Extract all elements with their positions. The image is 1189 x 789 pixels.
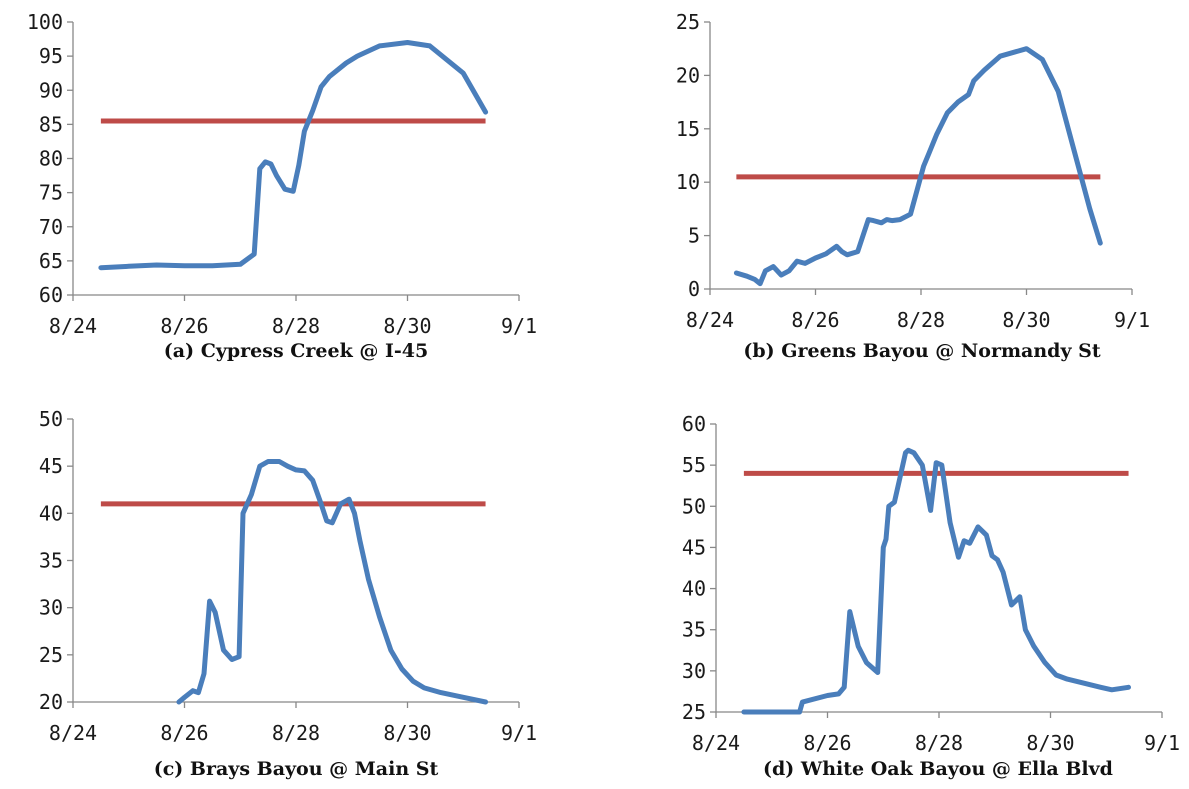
y-tick-label: 55: [682, 453, 706, 477]
y-tick-label: 10: [676, 170, 700, 194]
panel-cypress-creek: 60 65 70 75 80 85 90 95 100 8/24 8/26 8/28 8/30 9/1 (a…: [27, 10, 537, 362]
series-line: [733, 46, 1103, 287]
x-tick-label: 8/30: [383, 314, 431, 338]
x-tick-label: 8/30: [383, 721, 431, 745]
y-tick-label: 45: [39, 454, 63, 478]
panel-greens-bayou: 0 5 10 15 20 25 8/24 8/26 8/28 8/30 9/1 (b) Greens …: [676, 10, 1150, 362]
y-tick-label: 15: [676, 117, 700, 141]
x-tick-label: 8/26: [160, 721, 208, 745]
x-tick-label: 8/28: [897, 308, 945, 332]
y-tick-label: 90: [39, 78, 63, 102]
y-tick-label: 30: [682, 659, 706, 683]
x-tick-label: 9/1: [1144, 731, 1180, 755]
panel-caption: (d) White Oak Bayou @ Ella Blvd: [763, 758, 1113, 780]
x-tick-label: 8/28: [915, 731, 963, 755]
x-tick-label: 8/24: [686, 308, 734, 332]
x-tick-label: 8/30: [1002, 308, 1050, 332]
panel-caption: (a) Cypress Creek @ I-45: [164, 340, 428, 362]
y-tick-label: 50: [682, 494, 706, 518]
y-tick-label: 20: [676, 63, 700, 87]
x-tick-label: 8/24: [49, 721, 97, 745]
y-tick-label: 40: [682, 577, 706, 601]
y-tick-label: 50: [39, 407, 63, 431]
x-tick-label: 8/28: [272, 314, 320, 338]
y-tick-label: 5: [688, 224, 700, 248]
y-tick-label: 30: [39, 596, 63, 620]
x-tick-label: 9/1: [501, 314, 537, 338]
y-tick-label: 65: [39, 249, 63, 273]
x-tick-label: 8/26: [791, 308, 839, 332]
panel-white-oak-bayou: 25 30 35 40 45 50 55 60 8/24 8/26 8/28 8/30 9/1 (d) W…: [682, 412, 1180, 780]
x-tick-label: 8/24: [692, 731, 740, 755]
x-tick-label: 9/1: [501, 721, 537, 745]
y-tick-label: 45: [682, 535, 706, 559]
x-tick-label: 8/24: [49, 314, 97, 338]
y-tick-label: 25: [39, 643, 63, 667]
y-tick-label: 35: [39, 549, 63, 573]
y-tick-label: 80: [39, 147, 63, 171]
series-line: [176, 459, 489, 705]
y-tick-label: 20: [39, 690, 63, 714]
y-tick-label: 100: [27, 10, 63, 34]
y-tick-label: 75: [39, 181, 63, 205]
y-tick-label: 40: [39, 501, 63, 525]
x-tick-label: 9/1: [1114, 308, 1150, 332]
y-tick-label: 70: [39, 215, 63, 239]
x-tick-label: 8/26: [160, 314, 208, 338]
y-tick-label: 0: [688, 277, 700, 301]
y-tick-label: 35: [682, 618, 706, 642]
panel-caption: (c) Brays Bayou @ Main St: [154, 758, 439, 780]
x-tick-label: 8/30: [1026, 731, 1074, 755]
panel-brays-bayou: 20 25 30 35 40 45 50 8/24 8/26 8/28 8/30 9/1 (c) Bra…: [39, 407, 537, 780]
x-tick-label: 8/26: [803, 731, 851, 755]
y-tick-label: 85: [39, 112, 63, 136]
y-tick-label: 60: [39, 283, 63, 307]
y-tick-label: 25: [676, 10, 700, 34]
y-tick-label: 25: [682, 700, 706, 724]
y-tick-label: 60: [682, 412, 706, 436]
x-tick-label: 8/28: [272, 721, 320, 745]
panel-caption: (b) Greens Bayou @ Normandy St: [743, 340, 1100, 362]
series-line: [98, 40, 489, 271]
y-tick-label: 95: [39, 44, 63, 68]
series-line: [741, 447, 1131, 715]
